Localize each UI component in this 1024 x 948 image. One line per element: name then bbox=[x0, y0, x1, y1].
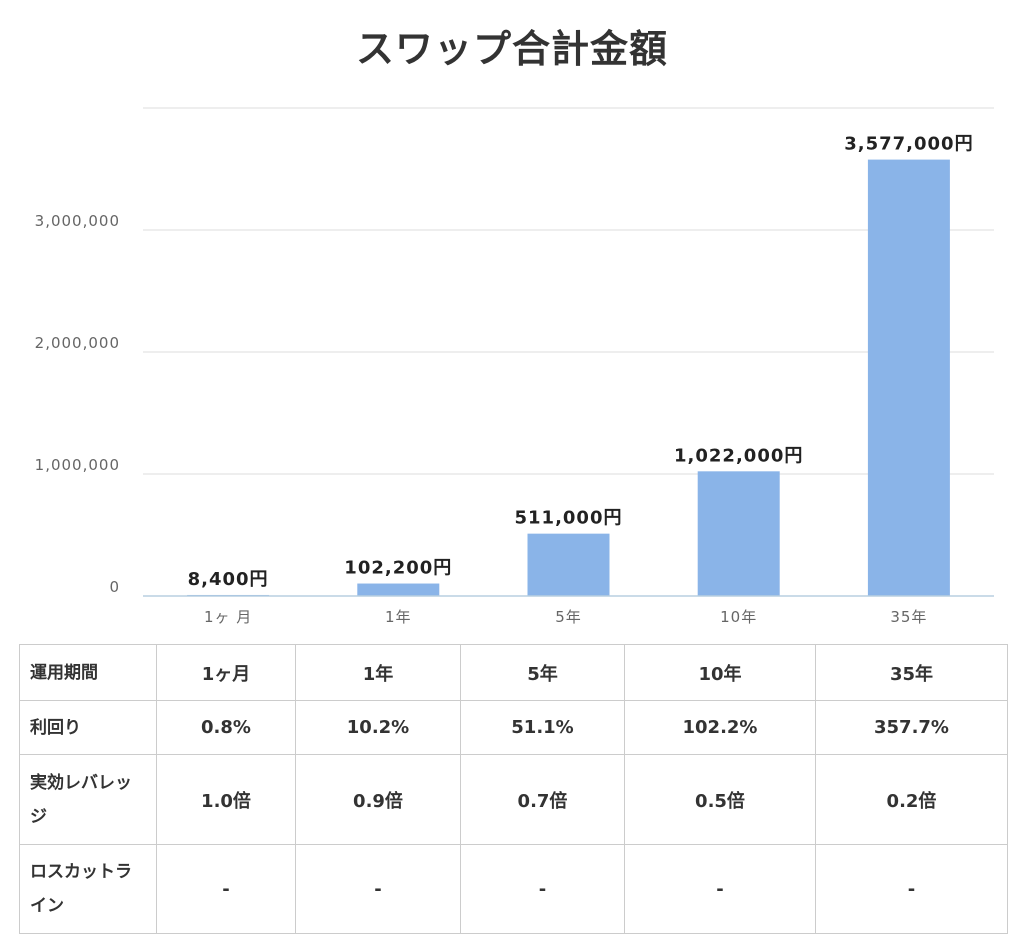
summary-table: 運用期間 1ヶ月 1年 5年 10年 35年 利回り 0.8% 10.2% 51… bbox=[19, 644, 1008, 934]
table-cell: 51.1% bbox=[460, 700, 625, 755]
x-tick-label: 1ヶ 月 bbox=[204, 608, 252, 626]
chart-title: スワップ合計金額 bbox=[355, 27, 668, 71]
data-label: 1,022,000円 bbox=[674, 445, 803, 466]
x-axis: 1ヶ 月 1年 5年 10年 35年 bbox=[143, 595, 994, 626]
table-cell: 0.8% bbox=[156, 700, 296, 755]
grid-lines: 0 1,000,000 2,000,000 3,000,000 bbox=[35, 107, 994, 596]
table-cell: - bbox=[156, 844, 296, 934]
table-cell: - bbox=[460, 844, 625, 934]
bar bbox=[527, 533, 610, 596]
table-cell: - bbox=[295, 844, 461, 934]
row-header: 利回り bbox=[19, 700, 157, 755]
y-tick-label: 1,000,000 bbox=[35, 456, 120, 474]
table-cell: - bbox=[815, 844, 1008, 934]
table-cell: 0.7倍 bbox=[460, 754, 625, 845]
x-tick-label: 5年 bbox=[555, 608, 582, 626]
data-label: 8,400円 bbox=[188, 569, 269, 590]
table-row-yield: 利回り 0.8% 10.2% 51.1% 102.2% 357.7% bbox=[19, 700, 1008, 755]
data-label: 511,000円 bbox=[515, 508, 623, 529]
table-cell: 35年 bbox=[815, 644, 1008, 701]
table-cell: 1年 bbox=[295, 644, 461, 701]
table-row-losscut: ロスカットライン - - - - - bbox=[19, 844, 1008, 934]
bar bbox=[697, 471, 780, 596]
y-tick-label: 2,000,000 bbox=[35, 334, 120, 352]
bar bbox=[357, 583, 440, 596]
table-cell: 0.5倍 bbox=[624, 754, 816, 845]
bar-chart: 0 1,000,000 2,000,000 3,000,000 1ヶ 月 1年 5年 10年… bbox=[35, 107, 994, 626]
bars bbox=[187, 159, 950, 596]
table-cell: 102.2% bbox=[624, 700, 816, 755]
row-header: 運用期間 bbox=[19, 644, 157, 701]
table-cell: 1ヶ月 bbox=[156, 644, 296, 701]
x-tick-label: 10年 bbox=[720, 608, 757, 626]
table-cell: - bbox=[624, 844, 816, 934]
row-header: ロスカットライン bbox=[19, 844, 157, 934]
data-label: 3,577,000円 bbox=[844, 134, 973, 155]
data-labels: 8,400円 102,200円 511,000円 1,022,000円 3,577,00… bbox=[188, 134, 973, 590]
y-tick-label: 3,000,000 bbox=[35, 212, 120, 230]
x-tick-label: 35年 bbox=[890, 608, 927, 626]
data-label: 102,200円 bbox=[344, 558, 452, 579]
x-tick-label: 1年 bbox=[385, 608, 412, 626]
table-cell: 0.2倍 bbox=[815, 754, 1008, 845]
table-cell: 0.9倍 bbox=[295, 754, 461, 845]
table-cell: 5年 bbox=[460, 644, 625, 701]
y-tick-label: 0 bbox=[109, 578, 120, 596]
row-header: 実効レバレッジ bbox=[19, 754, 157, 845]
table-cell: 10.2% bbox=[295, 700, 461, 755]
table-cell: 1.0倍 bbox=[156, 754, 296, 845]
table-row-period: 運用期間 1ヶ月 1年 5年 10年 35年 bbox=[19, 644, 1008, 701]
table-row-leverage: 実効レバレッジ 1.0倍 0.9倍 0.7倍 0.5倍 0.2倍 bbox=[19, 754, 1008, 845]
bar bbox=[867, 159, 950, 596]
table-cell: 10年 bbox=[624, 644, 816, 701]
table-cell: 357.7% bbox=[815, 700, 1008, 755]
